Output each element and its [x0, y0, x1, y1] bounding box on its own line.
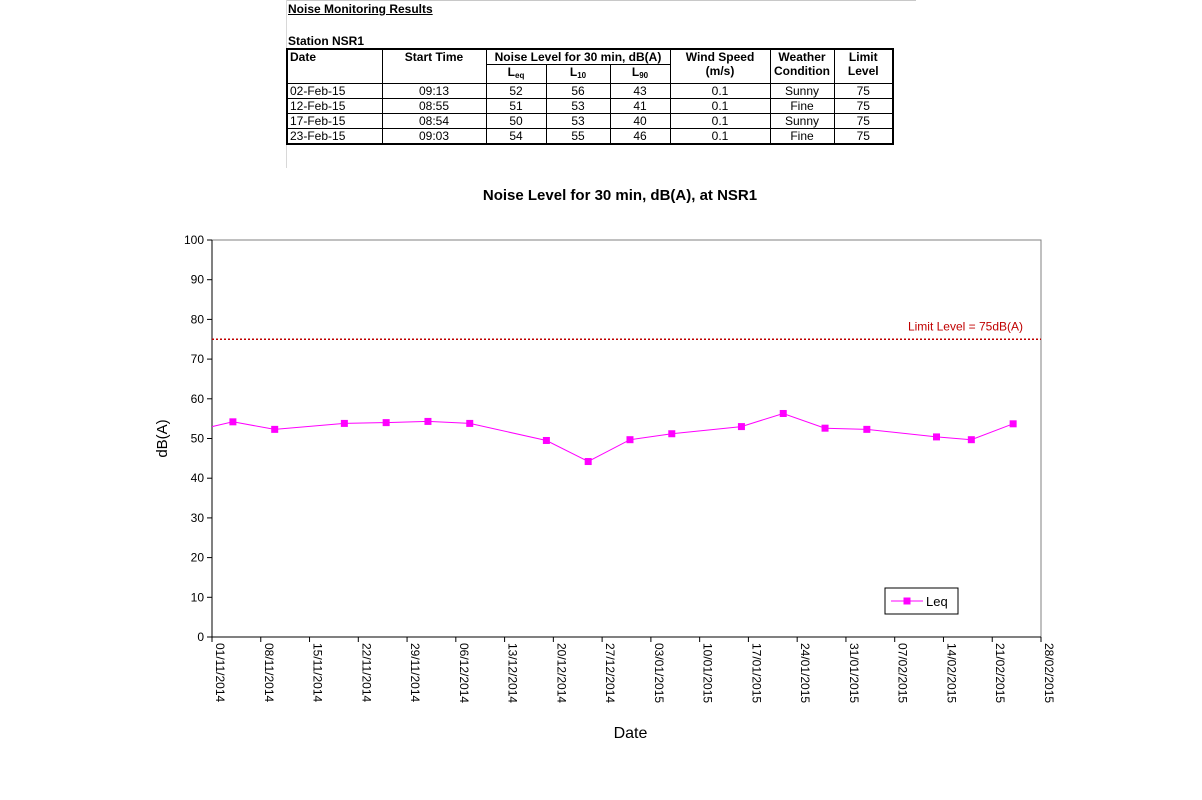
- leq-data-point: [466, 419, 474, 427]
- results-table: Date Start Time Noise Level for 30 min, …: [286, 48, 894, 145]
- x-tick-label: 07/02/2015: [896, 643, 910, 703]
- y-axis-label: dB(A): [154, 419, 171, 457]
- header-limit-line2: Level: [847, 64, 879, 78]
- x-tick-label: 13/12/2014: [506, 643, 520, 703]
- leq-data-point: [933, 433, 941, 441]
- leq-data-point: [1009, 420, 1017, 428]
- header-leq-sub: eq: [515, 71, 525, 80]
- leq-data-point: [340, 419, 348, 427]
- header-l90: L90: [609, 64, 671, 84]
- x-tick-label: 10/01/2015: [701, 643, 715, 703]
- y-tick-label: 50: [191, 432, 205, 446]
- cell-l90: 43: [609, 83, 671, 99]
- table-row: 23-Feb-15 09:03 54 55 46 0.1 Fine 75: [286, 128, 894, 145]
- sheet-title: Noise Monitoring Results: [288, 2, 433, 16]
- x-tick-label: 28/02/2015: [1042, 643, 1056, 703]
- leq-data-point: [626, 436, 634, 444]
- cell-l90: 40: [609, 113, 671, 129]
- leq-data-point: [737, 423, 745, 431]
- leq-data-point: [863, 425, 871, 433]
- cell-weather: Fine: [769, 128, 835, 145]
- leq-data-point: [542, 436, 550, 444]
- leq-data-point: [229, 418, 237, 426]
- x-tick-label: 03/01/2015: [652, 643, 666, 703]
- y-tick-label: 20: [191, 551, 205, 565]
- table-row: 02-Feb-15 09:13 52 56 43 0.1 Sunny 75: [286, 83, 894, 99]
- sheet-top-border: [286, 0, 916, 1]
- header-leq-main: L: [507, 65, 515, 79]
- table-row: 17-Feb-15 08:54 50 53 40 0.1 Sunny 75: [286, 113, 894, 129]
- header-weather-line2: Condition: [774, 64, 830, 78]
- x-tick-label: 14/02/2015: [944, 643, 958, 703]
- leq-data-point: [424, 417, 432, 425]
- leq-data-point: [271, 425, 279, 433]
- cell-time: 08:54: [381, 113, 487, 129]
- leq-data-point: [967, 436, 975, 444]
- header-date: Date: [286, 48, 383, 84]
- cell-date: 23-Feb-15: [286, 128, 383, 145]
- cell-limit: 75: [833, 113, 894, 129]
- header-wind-line2: (m/s): [705, 64, 735, 78]
- y-tick-label: 0: [197, 630, 204, 644]
- header-weather-line1: Weather: [778, 50, 826, 64]
- legend-label: Leq: [926, 594, 948, 609]
- header-start-time: Start Time: [381, 48, 487, 84]
- cell-weather: Sunny: [769, 113, 835, 129]
- y-tick-label: 10: [191, 590, 205, 604]
- x-tick-label: 27/12/2014: [603, 643, 617, 703]
- leq-series-line: [211, 412, 1014, 463]
- x-tick-label: 22/11/2014: [359, 643, 373, 702]
- y-tick-label: 40: [191, 471, 205, 485]
- header-limit-line1: Limit: [848, 50, 878, 64]
- x-axis-label: Date: [614, 725, 648, 742]
- cell-date: 12-Feb-15: [286, 98, 383, 114]
- leq-data-point: [382, 419, 390, 427]
- cell-l10: 56: [545, 83, 611, 99]
- header-l10-main: L: [569, 65, 578, 79]
- leq-data-point: [668, 430, 676, 438]
- cell-time: 09:03: [381, 128, 487, 145]
- header-limit: Limit Level: [833, 48, 894, 84]
- cell-date: 02-Feb-15: [286, 83, 383, 99]
- x-tick-label: 06/12/2014: [457, 643, 471, 703]
- leq-data-point: [779, 409, 787, 417]
- chart-title: Noise Level for 30 min, dB(A), at NSR1: [482, 187, 758, 204]
- cell-limit: 75: [833, 128, 894, 145]
- cell-time: 09:13: [381, 83, 487, 99]
- y-tick-label: 60: [191, 392, 205, 406]
- cell-wind: 0.1: [669, 83, 771, 99]
- x-tick-label: 15/11/2014: [311, 643, 325, 702]
- cell-l90: 46: [609, 128, 671, 145]
- leq-data-point: [821, 424, 829, 432]
- y-tick-label: 30: [191, 511, 205, 525]
- cell-weather: Fine: [769, 98, 835, 114]
- x-tick-label: 31/01/2015: [847, 643, 861, 703]
- x-tick-label: 17/01/2015: [749, 643, 763, 703]
- limit-line-label: Limit Level = 75dB(A): [908, 319, 1023, 333]
- x-tick-label: 24/01/2015: [798, 643, 812, 703]
- x-tick-label: 08/11/2014: [262, 643, 276, 702]
- header-l90-main: L: [631, 65, 640, 79]
- header-wind-line1: Wind Speed: [685, 50, 755, 64]
- x-tick-label: 21/02/2015: [993, 643, 1007, 703]
- cell-wind: 0.1: [669, 128, 771, 145]
- leq-data-point: [584, 458, 592, 466]
- y-tick-label: 90: [191, 273, 205, 287]
- cell-limit: 75: [833, 83, 894, 99]
- cell-date: 17-Feb-15: [286, 113, 383, 129]
- header-l90-sub: 90: [639, 71, 649, 80]
- cell-l10: 55: [545, 128, 611, 145]
- y-tick-label: 70: [191, 352, 205, 366]
- header-l10-sub: 10: [577, 71, 587, 80]
- x-tick-label: 01/11/2014: [213, 643, 227, 702]
- x-tick-label: 20/12/2014: [554, 643, 568, 703]
- table-row: 12-Feb-15 08:55 51 53 41 0.1 Fine 75: [286, 98, 894, 114]
- legend-marker: [903, 597, 911, 605]
- x-tick-label: 29/11/2014: [408, 643, 422, 702]
- y-tick-label: 100: [184, 233, 204, 247]
- cell-l10: 53: [545, 113, 611, 129]
- y-tick-label: 80: [191, 312, 205, 326]
- station-label: Station NSR1: [288, 34, 365, 48]
